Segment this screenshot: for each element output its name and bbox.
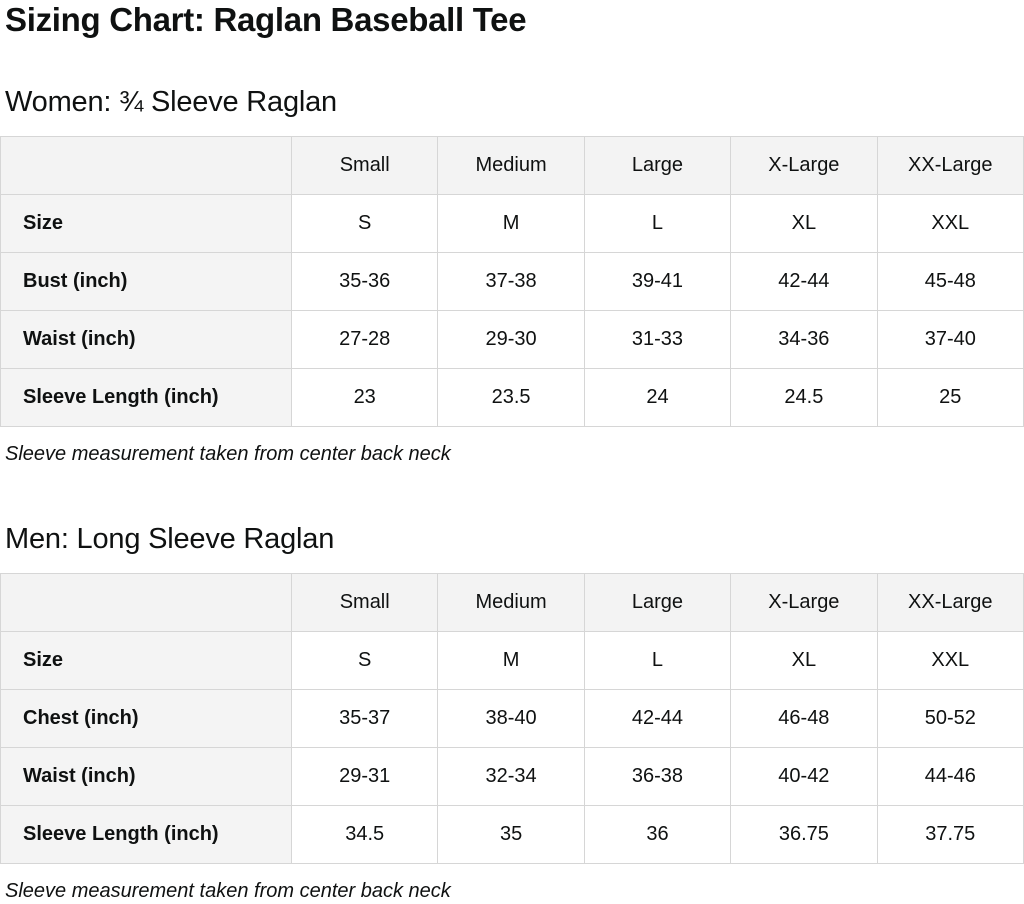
cell-value: XXL xyxy=(876,631,1024,690)
table-row: Sleeve Length (inch) 23 23.5 24 24.5 25 xyxy=(0,368,1024,427)
table-row: Chest (inch) 35-37 38-40 42-44 46-48 50-… xyxy=(0,689,1024,748)
cell-value: 36 xyxy=(583,805,732,864)
column-header-xx-large: XX-Large xyxy=(876,136,1024,195)
table-row: Size S M L XL XXL xyxy=(0,194,1024,253)
cell-value: 46-48 xyxy=(730,689,878,748)
table-row: Waist (inch) 27-28 29-30 31-33 34-36 37-… xyxy=(0,310,1024,369)
men-sizing-table: Small Medium Large X-Large XX-Large Size… xyxy=(0,573,1024,864)
column-header-medium: Medium xyxy=(437,573,585,632)
cell-value: S xyxy=(290,631,439,690)
row-label-size: Size xyxy=(0,631,292,690)
women-section-heading: Women: ¾ Sleeve Raglan xyxy=(5,86,337,118)
cell-value: 39-41 xyxy=(583,252,732,311)
cell-value: 24 xyxy=(583,368,732,427)
cell-value: M xyxy=(437,631,585,690)
column-header-x-large: X-Large xyxy=(730,573,878,632)
cell-value: 37.75 xyxy=(876,805,1024,864)
cell-value: 31-33 xyxy=(583,310,732,369)
cell-value: S xyxy=(290,194,439,253)
table-row: Sleeve Length (inch) 34.5 35 36 36.75 37… xyxy=(0,805,1024,864)
cell-value: 38-40 xyxy=(437,689,585,748)
cell-value: 42-44 xyxy=(583,689,732,748)
row-label-waist: Waist (inch) xyxy=(0,310,292,369)
table-row: Bust (inch) 35-36 37-38 39-41 42-44 45-4… xyxy=(0,252,1024,311)
men-section-heading: Men: Long Sleeve Raglan xyxy=(5,523,335,555)
cell-value: L xyxy=(583,631,732,690)
cell-value: 29-30 xyxy=(437,310,585,369)
cell-value: 45-48 xyxy=(876,252,1024,311)
cell-value: M xyxy=(437,194,585,253)
cell-value: 35-37 xyxy=(290,689,439,748)
column-header-medium: Medium xyxy=(437,136,585,195)
cell-value: 44-46 xyxy=(876,747,1024,806)
cell-value: 25 xyxy=(876,368,1024,427)
column-header-xx-large: XX-Large xyxy=(876,573,1024,632)
cell-value: L xyxy=(583,194,732,253)
column-header-x-large: X-Large xyxy=(730,136,878,195)
row-label-chest: Chest (inch) xyxy=(0,689,292,748)
cell-value: 36-38 xyxy=(583,747,732,806)
table-row: Waist (inch) 29-31 32-34 36-38 40-42 44-… xyxy=(0,747,1024,806)
cell-value: 40-42 xyxy=(730,747,878,806)
column-header-large: Large xyxy=(583,573,732,632)
cell-value: 23 xyxy=(290,368,439,427)
cell-value: XXL xyxy=(876,194,1024,253)
cell-value: XL xyxy=(730,194,878,253)
row-label-sleeve-length: Sleeve Length (inch) xyxy=(0,805,292,864)
column-header-small: Small xyxy=(290,573,439,632)
women-sizing-table: Small Medium Large X-Large XX-Large Size… xyxy=(0,136,1024,427)
cell-value: 42-44 xyxy=(730,252,878,311)
cell-value: XL xyxy=(730,631,878,690)
women-sleeve-footnote: Sleeve measurement taken from center bac… xyxy=(5,443,451,465)
men-sleeve-footnote: Sleeve measurement taken from center bac… xyxy=(5,880,451,902)
cell-value: 27-28 xyxy=(290,310,439,369)
column-header-small: Small xyxy=(290,136,439,195)
page-title: Sizing Chart: Raglan Baseball Tee xyxy=(5,1,527,38)
row-label-sleeve-length: Sleeve Length (inch) xyxy=(0,368,292,427)
corner-cell xyxy=(0,136,292,195)
cell-value: 35-36 xyxy=(290,252,439,311)
table-row: Size S M L XL XXL xyxy=(0,631,1024,690)
cell-value: 35 xyxy=(437,805,585,864)
cell-value: 36.75 xyxy=(730,805,878,864)
corner-cell xyxy=(0,573,292,632)
cell-value: 37-40 xyxy=(876,310,1024,369)
row-label-size: Size xyxy=(0,194,292,253)
cell-value: 37-38 xyxy=(437,252,585,311)
cell-value: 29-31 xyxy=(290,747,439,806)
cell-value: 23.5 xyxy=(437,368,585,427)
table-header-row: Small Medium Large X-Large XX-Large xyxy=(0,136,1024,195)
row-label-bust: Bust (inch) xyxy=(0,252,292,311)
table-header-row: Small Medium Large X-Large XX-Large xyxy=(0,573,1024,632)
cell-value: 24.5 xyxy=(730,368,878,427)
cell-value: 32-34 xyxy=(437,747,585,806)
row-label-waist: Waist (inch) xyxy=(0,747,292,806)
cell-value: 50-52 xyxy=(876,689,1024,748)
cell-value: 34-36 xyxy=(730,310,878,369)
cell-value: 34.5 xyxy=(290,805,439,864)
column-header-large: Large xyxy=(583,136,732,195)
